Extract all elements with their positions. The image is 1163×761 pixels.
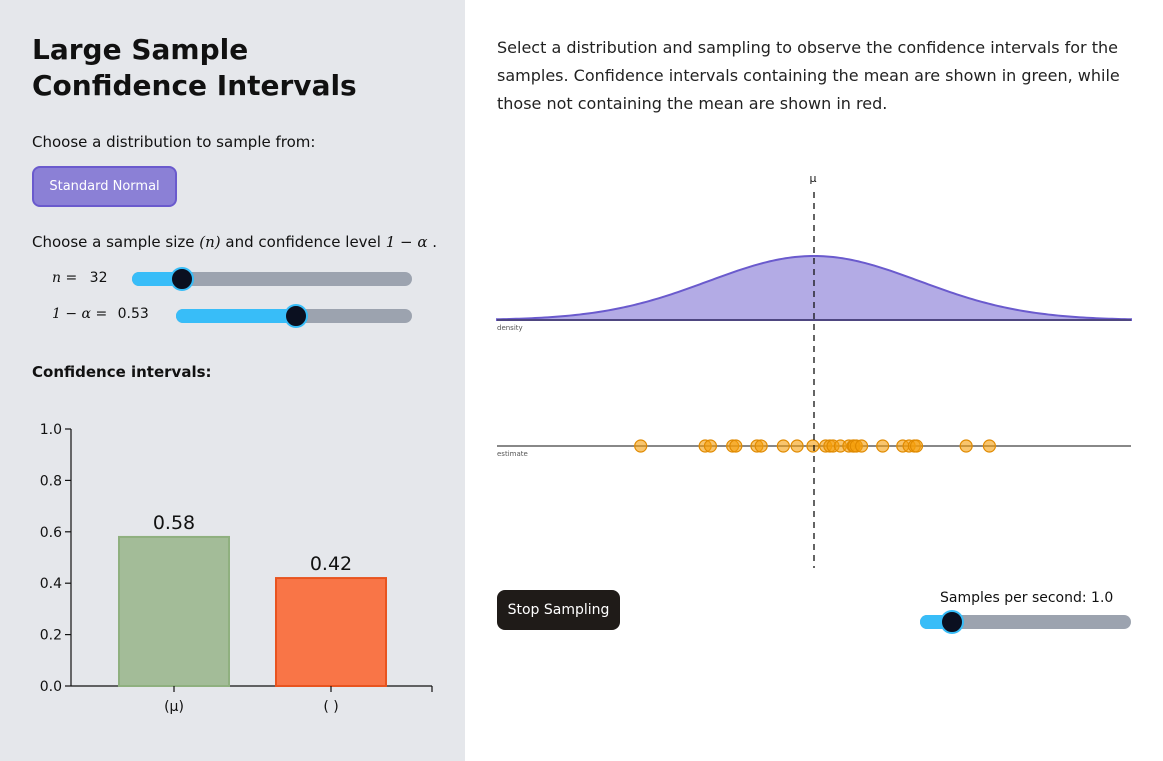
estimate-point bbox=[729, 439, 743, 453]
estimate-axis-label: estimate bbox=[497, 450, 528, 458]
description: Select a distribution and sampling to ob… bbox=[497, 38, 1120, 113]
mu-label: μ bbox=[810, 172, 817, 185]
estimate-point bbox=[806, 439, 820, 453]
category-label: (μ) bbox=[164, 699, 184, 715]
estimate-point bbox=[634, 439, 648, 453]
alpha-value: 0.53 bbox=[117, 306, 149, 322]
y-tick-label: 0.6 bbox=[40, 525, 62, 541]
y-tick-label: 0.2 bbox=[40, 628, 62, 644]
confidence-level-slider-thumb[interactable] bbox=[284, 304, 309, 328]
density-axis-label: density bbox=[497, 324, 523, 332]
estimate-point bbox=[982, 439, 997, 453]
estimate-point bbox=[876, 439, 890, 453]
sample-size-symbol: (n) bbox=[199, 233, 221, 251]
left-panel: Large Sample Confidence Intervals Choose… bbox=[0, 0, 465, 761]
n-label-group: n = 32 bbox=[52, 270, 107, 286]
confidence-level-symbol: 1 − α bbox=[385, 233, 428, 251]
choose-distribution-label: Choose a distribution to sample from: bbox=[32, 133, 316, 151]
choose-sample-mid: and confidence level bbox=[220, 233, 386, 251]
sample-size-slider-thumb[interactable] bbox=[170, 267, 195, 291]
ci-heading: Confidence intervals: bbox=[32, 363, 212, 381]
choose-sample-label: Choose a sample size (n) and confidence … bbox=[32, 233, 437, 251]
bar-value-label: 0.42 bbox=[310, 553, 352, 575]
estimate-point bbox=[776, 439, 790, 453]
estimate-point bbox=[790, 439, 804, 453]
estimate-point bbox=[754, 439, 768, 453]
n-label: n = bbox=[52, 270, 78, 286]
density-curve bbox=[496, 254, 1132, 321]
sampling-visualization: μ density estimate bbox=[496, 172, 1132, 568]
stop-sampling-button[interactable]: Stop Sampling bbox=[497, 590, 620, 630]
n-value: 32 bbox=[89, 270, 108, 286]
y-tick-label: 0.0 bbox=[40, 679, 62, 695]
sample-size-slider[interactable] bbox=[132, 267, 412, 291]
estimate-point bbox=[854, 439, 869, 453]
page-title: Large Sample Confidence Intervals bbox=[32, 33, 357, 102]
bar bbox=[118, 535, 230, 687]
estimate-point bbox=[703, 439, 718, 453]
alpha-label: 1 − α = bbox=[52, 306, 108, 322]
confidence-level-slider[interactable] bbox=[176, 304, 412, 328]
bar bbox=[275, 577, 387, 687]
alpha-label-group: 1 − α = 0.53 bbox=[52, 306, 149, 322]
choose-sample-end: . bbox=[427, 233, 438, 251]
category-label: ( ) bbox=[323, 699, 338, 715]
y-tick-label: 0.8 bbox=[40, 473, 62, 489]
samples-per-second-label: Samples per second: 1.0 bbox=[940, 590, 1114, 606]
estimate-point bbox=[909, 439, 924, 453]
samples-per-second-slider[interactable] bbox=[920, 610, 1131, 634]
y-tick-label: 0.4 bbox=[40, 576, 62, 592]
sample-size-slider-fill bbox=[132, 272, 183, 286]
confidence-level-slider-fill bbox=[176, 309, 297, 323]
ci-bar-chart: 0.0 0.2 0.4 0.6 0.8 1.0 0.58 (μ) 0.42 ( ) bbox=[40, 422, 433, 715]
estimate-point bbox=[959, 439, 973, 453]
right-panel: Select a distribution and sampling to ob… bbox=[465, 0, 1163, 761]
estimate-points bbox=[634, 439, 997, 453]
distribution-button[interactable]: Standard Normal bbox=[32, 166, 177, 207]
bar-value-label: 0.58 bbox=[153, 512, 195, 534]
choose-sample-prefix: Choose a sample size bbox=[32, 233, 200, 251]
y-tick-label: 1.0 bbox=[40, 422, 62, 438]
samples-per-second-slider-thumb[interactable] bbox=[939, 610, 964, 634]
